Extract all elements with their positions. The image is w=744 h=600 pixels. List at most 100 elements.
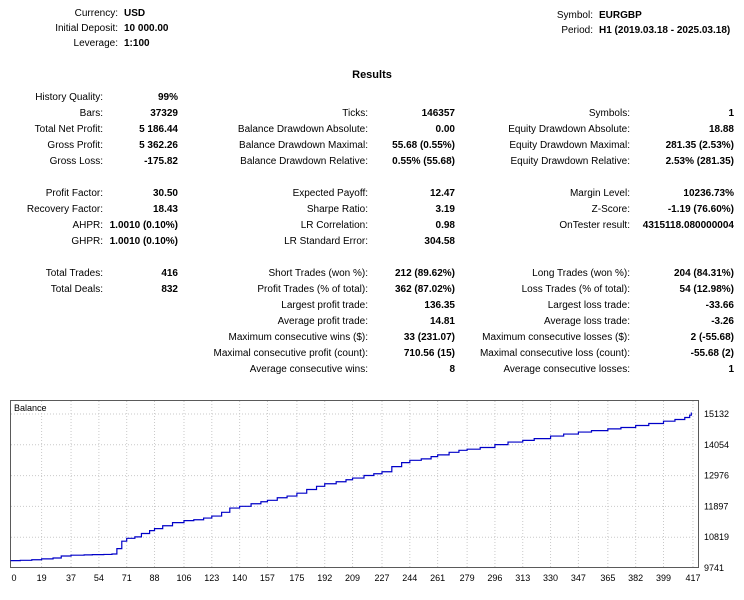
stat-value: 99%: [157, 92, 178, 103]
stat-value: 2 (-55.68): [690, 332, 734, 343]
stat-value: 8: [449, 364, 455, 375]
stat-label: Equity Drawdown Relative:: [510, 156, 631, 167]
stat-label: GHPR:: [71, 236, 103, 247]
stat-label: [178, 170, 368, 186]
stat-value: 33 (231.07): [403, 332, 455, 343]
stat-label: Average loss trade:: [544, 316, 630, 327]
stat-value: 0.00: [435, 124, 455, 135]
stat-label: Maximal consecutive loss (count):: [479, 348, 630, 359]
x-axis-label: 296: [487, 573, 502, 583]
stat-value: [368, 250, 455, 266]
balance-chart: 9741 10819 11897 12976 14054 15132 0 19 37 54 71 88…: [10, 400, 734, 596]
x-axis-label: 0: [11, 573, 16, 583]
stat-value: 14.81: [429, 316, 455, 327]
y-axis-label: 15132: [704, 409, 729, 419]
x-axis-label: 313: [515, 573, 530, 583]
initial-deposit-value: 10 000.00: [124, 23, 169, 34]
stat-value: -33.66: [705, 300, 734, 311]
stat-value: 1: [728, 108, 734, 119]
stat-label: LR Correlation:: [300, 220, 368, 231]
x-axis-label: 330: [543, 573, 558, 583]
stat-value: [630, 90, 734, 106]
stat-value: 10236.73%: [683, 188, 734, 199]
x-axis-label: 106: [176, 573, 191, 583]
stat-label: Recovery Factor:: [26, 204, 103, 215]
stat-value: 18.88: [708, 124, 734, 135]
stat-label: Maximum consecutive losses ($):: [482, 332, 630, 343]
stat-label: Balance Drawdown Relative:: [240, 156, 368, 167]
stat-value: 1.0010 (0.10%): [109, 220, 178, 231]
stat-label: Average profit trade:: [277, 316, 368, 327]
x-axis-label: 227: [374, 573, 389, 583]
stat-value: 37329: [150, 108, 178, 119]
stat-label: [455, 234, 630, 250]
stat-label: History Quality:: [35, 92, 103, 103]
stat-label: [178, 90, 368, 106]
y-axis-label: 12976: [704, 471, 729, 481]
stat-label: Symbols:: [588, 108, 630, 119]
x-axis-label: 123: [204, 573, 219, 583]
x-axis-label: 279: [460, 573, 475, 583]
stat-label: Total Net Profit:: [34, 124, 103, 135]
plot-area-border: [10, 400, 699, 568]
stat-label: [10, 346, 103, 362]
account-info: Currency: USD Initial Deposit: 10 000.00…: [10, 8, 169, 49]
stat-value: [103, 346, 178, 362]
stat-label: [10, 330, 103, 346]
stat-label: Long Trades (won %):: [532, 268, 630, 279]
stat-label: [10, 362, 103, 378]
stat-value: 416: [161, 268, 178, 279]
x-axis-label: 19: [37, 573, 47, 583]
stat-value: 710.56 (15): [403, 348, 455, 359]
x-axis-label: 209: [345, 573, 360, 583]
stat-value: [368, 90, 455, 106]
stat-label: Margin Level:: [569, 188, 630, 199]
stat-label: [10, 170, 103, 186]
stat-value: -175.82: [144, 156, 178, 167]
y-axis-label: 11897: [704, 501, 728, 511]
stat-value: [103, 330, 178, 346]
stat-value: [103, 362, 178, 378]
stat-value: 212 (89.62%): [394, 268, 455, 279]
stat-value: 0.55% (55.68): [392, 156, 455, 167]
stat-value: -1.19 (76.60%): [667, 204, 734, 215]
symbol-info: Symbol: EURGBP Period: H1 (2019.03.18 - …: [535, 10, 730, 36]
x-axis-label: 140: [232, 573, 247, 583]
balance-line: [10, 412, 692, 562]
stat-label: Short Trades (won %):: [268, 268, 368, 279]
stat-value: 362 (87.02%): [394, 284, 455, 295]
stat-value: 136.35: [424, 300, 455, 311]
symbol-label: Symbol:: [556, 10, 593, 21]
currency-label: Currency:: [74, 8, 118, 19]
stat-label: Loss Trades (% of total):: [521, 284, 630, 295]
stat-value: [103, 170, 178, 186]
x-axis-label: 175: [289, 573, 304, 583]
x-axis-label: 88: [150, 573, 160, 583]
stat-value: [103, 298, 178, 314]
stat-label: [10, 314, 103, 330]
stat-label: [178, 250, 368, 266]
symbol-value: EURGBP: [599, 10, 642, 21]
stat-value: [103, 314, 178, 330]
stat-label: Balance Drawdown Absolute:: [237, 124, 368, 135]
stat-value: [630, 234, 734, 250]
stat-label: Profit Factor:: [45, 188, 103, 199]
y-axis-label: 9741: [704, 563, 724, 573]
results-title: Results: [352, 69, 392, 81]
stat-label: Expected Payoff:: [292, 188, 368, 199]
stat-value: [630, 250, 734, 266]
x-axis-label: 347: [571, 573, 586, 583]
stat-label: Z-Score:: [591, 204, 630, 215]
stat-label: [455, 170, 630, 186]
stat-label: Maximal consecutive profit (count):: [213, 348, 368, 359]
stat-label: Total Deals:: [50, 284, 103, 295]
stat-value: 4315118.080000004: [642, 220, 734, 231]
leverage-value: 1:100: [124, 38, 150, 49]
stat-label: Largest profit trade:: [281, 300, 368, 311]
stat-label: Gross Loss:: [49, 156, 103, 167]
stat-label: Equity Drawdown Maximal:: [509, 140, 630, 151]
x-axis-label: 261: [430, 573, 445, 583]
stat-label: Average consecutive losses:: [503, 364, 630, 375]
stat-label: OnTester result:: [559, 220, 630, 231]
